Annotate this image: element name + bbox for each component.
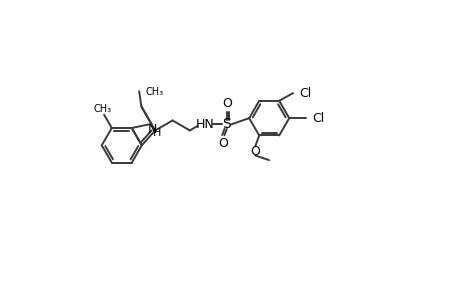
Text: S: S — [222, 117, 231, 131]
Text: O: O — [221, 97, 231, 110]
Text: N: N — [147, 123, 157, 136]
Text: O: O — [250, 145, 260, 158]
Text: CH₃: CH₃ — [93, 104, 112, 114]
Text: Cl: Cl — [312, 112, 324, 124]
Text: Cl: Cl — [298, 87, 311, 100]
Text: HN: HN — [196, 118, 214, 131]
Text: CH₃: CH₃ — [145, 87, 163, 97]
Text: H: H — [153, 128, 162, 138]
Text: O: O — [218, 137, 227, 150]
